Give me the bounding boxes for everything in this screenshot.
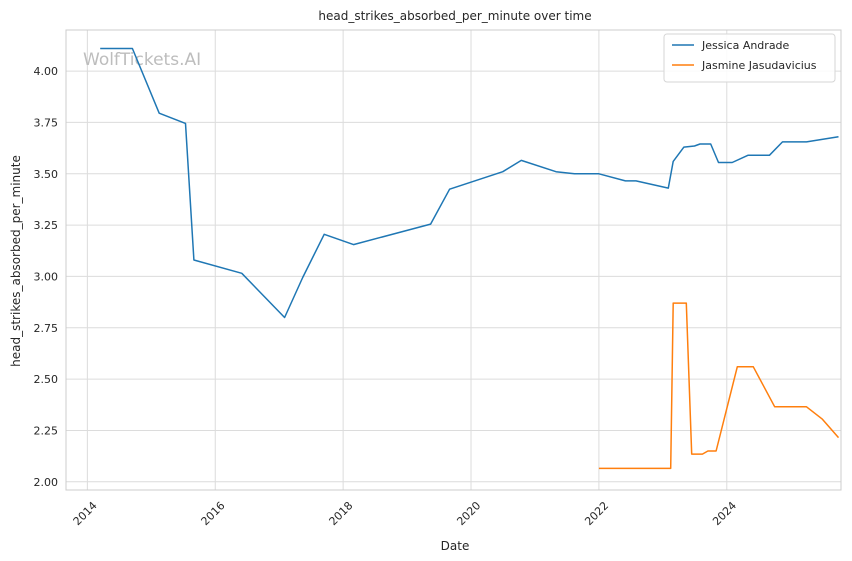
y-axis: 2.00 2.25 2.50 2.75 3.00 3.25 3.50 3.75 4.00 — [34, 65, 59, 489]
y-tick-label: 3.25 — [34, 219, 59, 232]
chart-title: head_strikes_absorbed_per_minute over ti… — [318, 9, 591, 23]
legend-box — [663, 33, 836, 83]
y-tick-label: 3.75 — [34, 116, 59, 129]
series-group — [100, 47, 840, 470]
legend-label: Jessica Andrade — [701, 39, 790, 52]
y-tick-label: 2.50 — [34, 373, 59, 386]
legend-label: Jasmine Jasudavicius — [701, 59, 817, 72]
y-tick-label: 2.75 — [34, 322, 59, 335]
series-line-2 — [598, 302, 840, 470]
y-tick-label: 3.50 — [34, 168, 59, 181]
legend: Jessica Andrade Jasmine Jasudavicius — [663, 33, 836, 83]
x-axis-title: Date — [441, 539, 470, 553]
plot-area — [65, 29, 842, 491]
y-tick-label: 4.00 — [34, 65, 59, 78]
y-axis-title: head_strikes_absorbed_per_minute — [9, 155, 23, 367]
grid — [66, 30, 841, 490]
series-line-1 — [100, 47, 839, 319]
y-tick-label: 3.00 — [34, 270, 59, 283]
y-tick-label: 2.00 — [34, 476, 59, 489]
y-tick-label: 2.25 — [34, 424, 59, 437]
watermark: WolfTickets.AI — [83, 50, 201, 70]
